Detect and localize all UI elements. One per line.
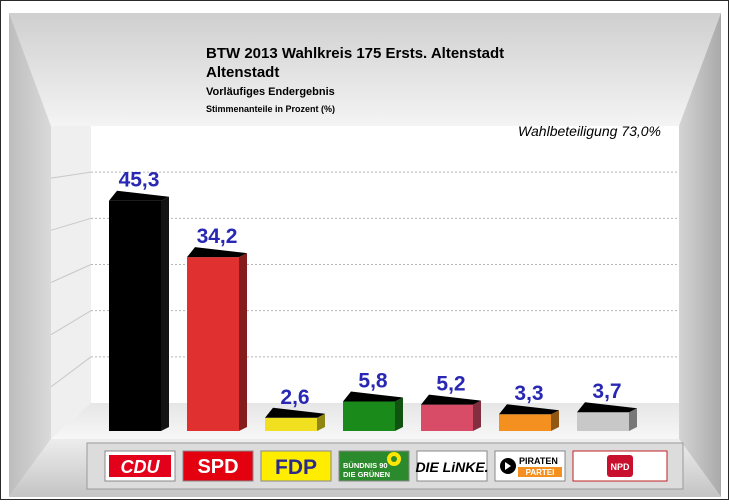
logo-gruene: BÜNDNIS 90 DIE GRÜNEN	[338, 450, 410, 482]
bar-side	[551, 410, 559, 431]
bar-4: 5,2	[421, 373, 481, 431]
bar-side	[395, 397, 403, 431]
bar-side	[317, 413, 325, 431]
logo-gruene-line2: DIE GRÜNEN	[343, 470, 390, 479]
bar-value-label: 5,8	[358, 370, 388, 393]
logo-npd-label: NPD	[610, 462, 630, 472]
bar-side	[473, 400, 481, 431]
gridline-depth	[50, 356, 92, 388]
gridline-depth	[50, 310, 92, 336]
bar-value-label: 45,3	[119, 169, 160, 192]
logo-spd-label: SPD	[197, 456, 238, 478]
bar-value-label: 3,7	[592, 380, 621, 403]
bar-front	[187, 257, 239, 431]
turnout-annotation: Wahlbeteiligung 73,0%	[518, 123, 661, 139]
frame-left-side	[9, 13, 51, 497]
logo-linke: DIE LiNKE.	[415, 450, 489, 482]
bar-side	[629, 408, 637, 431]
logo-fdp-label: FDP	[275, 456, 317, 479]
bar-0: 45,3	[109, 169, 169, 431]
bar-front	[421, 404, 473, 431]
chart-subtitle-2: Vorläufiges Endergebnis	[206, 86, 335, 98]
gridline-depth	[50, 217, 92, 231]
logo-npd: NPD	[572, 450, 668, 482]
bar-side	[161, 196, 169, 431]
logo-linke-label: DIE LiNKE.	[415, 459, 488, 475]
logo-cdu: CDU	[104, 450, 176, 482]
gridline-depth	[50, 264, 92, 283]
bar-front	[499, 414, 551, 431]
logo-piraten: PIRATEN PARTEI	[494, 450, 566, 482]
gridline-depth	[50, 171, 92, 179]
bars: 45,3 34,2 2,6 5,8 5,2 3,3 3,7	[109, 169, 637, 431]
bar-top	[265, 407, 325, 418]
bar-6: 3,7	[577, 380, 637, 431]
bar-value-label: 5,2	[436, 373, 465, 396]
bar-front	[577, 412, 629, 431]
logo-fdp: FDP	[260, 450, 332, 482]
bar-front	[109, 200, 161, 431]
bar-side	[239, 253, 247, 431]
bar-top	[343, 391, 403, 402]
frame-right-side	[679, 13, 721, 497]
bar-3: 5,8	[343, 370, 403, 431]
bar-top	[421, 394, 481, 405]
logo-piraten-line2: PARTEI	[526, 468, 555, 477]
logo-cdu-label: CDU	[121, 457, 161, 477]
bar-front	[265, 417, 317, 431]
logo-spd: SPD	[182, 450, 254, 482]
bar-1: 34,2	[187, 225, 247, 431]
bar-front	[343, 401, 395, 431]
logo-piraten-line1: PIRATEN	[519, 456, 558, 466]
frame-inner-header	[51, 13, 679, 126]
chart-title: BTW 2013 Wahlkreis 175 Ersts. Altenstadt	[206, 45, 504, 62]
bar-value-label: 3,3	[514, 382, 543, 405]
bar-top	[187, 247, 247, 258]
bar-top	[499, 404, 559, 415]
bar-5: 3,3	[499, 382, 559, 431]
bar-top	[577, 402, 637, 413]
bar-value-label: 34,2	[197, 225, 238, 248]
bar-value-label: 2,6	[280, 386, 309, 409]
chart-subtitle: Altenstadt	[206, 64, 279, 81]
bar-top	[109, 190, 169, 201]
bar-2: 2,6	[265, 386, 325, 431]
logo-gruene-line1: BÜNDNIS 90	[343, 461, 388, 470]
plot-left-wall	[51, 126, 91, 439]
chart-subtitle-3: Stimmenanteile in Prozent (%)	[206, 104, 335, 114]
